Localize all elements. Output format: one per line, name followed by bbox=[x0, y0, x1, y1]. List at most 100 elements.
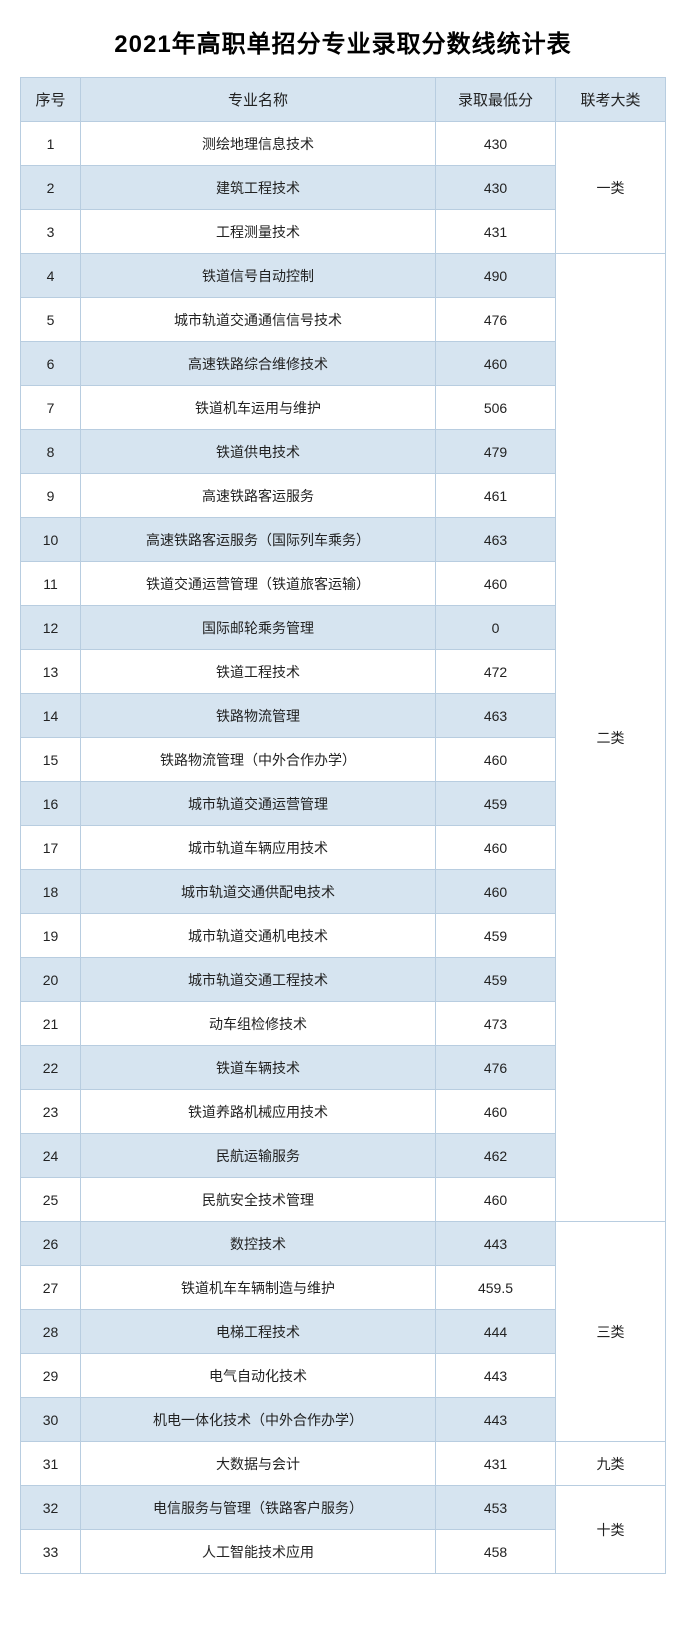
cell-name: 城市轨道交通通信信号技术 bbox=[81, 298, 436, 342]
cell-name: 数控技术 bbox=[81, 1222, 436, 1266]
header-score: 录取最低分 bbox=[436, 78, 556, 122]
cell-name: 铁道信号自动控制 bbox=[81, 254, 436, 298]
cell-name: 电梯工程技术 bbox=[81, 1310, 436, 1354]
cell-category: 十类 bbox=[556, 1486, 666, 1574]
cell-score: 463 bbox=[436, 694, 556, 738]
cell-idx: 4 bbox=[21, 254, 81, 298]
cell-score: 473 bbox=[436, 1002, 556, 1046]
cell-name: 城市轨道车辆应用技术 bbox=[81, 826, 436, 870]
cell-idx: 2 bbox=[21, 166, 81, 210]
cell-idx: 31 bbox=[21, 1442, 81, 1486]
cell-idx: 25 bbox=[21, 1178, 81, 1222]
cell-score: 443 bbox=[436, 1354, 556, 1398]
cell-name: 机电一体化技术（中外合作办学） bbox=[81, 1398, 436, 1442]
cell-idx: 9 bbox=[21, 474, 81, 518]
cell-score: 430 bbox=[436, 166, 556, 210]
cell-name: 动车组检修技术 bbox=[81, 1002, 436, 1046]
cell-idx: 7 bbox=[21, 386, 81, 430]
cell-name: 城市轨道交通运营管理 bbox=[81, 782, 436, 826]
cell-score: 460 bbox=[436, 342, 556, 386]
cell-name: 高速铁路综合维修技术 bbox=[81, 342, 436, 386]
cell-idx: 3 bbox=[21, 210, 81, 254]
cell-name: 人工智能技术应用 bbox=[81, 1530, 436, 1574]
cell-idx: 12 bbox=[21, 606, 81, 650]
cell-idx: 26 bbox=[21, 1222, 81, 1266]
cell-idx: 22 bbox=[21, 1046, 81, 1090]
cell-idx: 11 bbox=[21, 562, 81, 606]
cell-name: 铁道机车运用与维护 bbox=[81, 386, 436, 430]
cell-name: 城市轨道交通供配电技术 bbox=[81, 870, 436, 914]
cell-name: 工程测量技术 bbox=[81, 210, 436, 254]
cell-score: 479 bbox=[436, 430, 556, 474]
cell-idx: 32 bbox=[21, 1486, 81, 1530]
cell-idx: 5 bbox=[21, 298, 81, 342]
cell-idx: 1 bbox=[21, 122, 81, 166]
cell-name: 城市轨道交通机电技术 bbox=[81, 914, 436, 958]
cell-score: 476 bbox=[436, 1046, 556, 1090]
cell-name: 国际邮轮乘务管理 bbox=[81, 606, 436, 650]
cell-name: 电气自动化技术 bbox=[81, 1354, 436, 1398]
cell-score: 460 bbox=[436, 1178, 556, 1222]
cell-idx: 6 bbox=[21, 342, 81, 386]
cell-idx: 33 bbox=[21, 1530, 81, 1574]
cell-score: 443 bbox=[436, 1222, 556, 1266]
header-name: 专业名称 bbox=[81, 78, 436, 122]
cell-name: 民航安全技术管理 bbox=[81, 1178, 436, 1222]
cell-score: 476 bbox=[436, 298, 556, 342]
cell-score: 430 bbox=[436, 122, 556, 166]
page-title: 2021年高职单招分专业录取分数线统计表 bbox=[20, 10, 666, 77]
table-row: 26数控技术443三类 bbox=[21, 1222, 666, 1266]
cell-idx: 29 bbox=[21, 1354, 81, 1398]
table-header-row: 序号 专业名称 录取最低分 联考大类 bbox=[21, 78, 666, 122]
cell-score: 490 bbox=[436, 254, 556, 298]
cell-score: 444 bbox=[436, 1310, 556, 1354]
table-row: 31大数据与会计431九类 bbox=[21, 1442, 666, 1486]
cell-category: 一类 bbox=[556, 122, 666, 254]
cell-score: 460 bbox=[436, 870, 556, 914]
cell-idx: 19 bbox=[21, 914, 81, 958]
cell-idx: 23 bbox=[21, 1090, 81, 1134]
cell-score: 463 bbox=[436, 518, 556, 562]
cell-category: 九类 bbox=[556, 1442, 666, 1486]
cell-score: 461 bbox=[436, 474, 556, 518]
cell-score: 462 bbox=[436, 1134, 556, 1178]
cell-score: 0 bbox=[436, 606, 556, 650]
cell-idx: 10 bbox=[21, 518, 81, 562]
cell-idx: 15 bbox=[21, 738, 81, 782]
cell-name: 高速铁路客运服务 bbox=[81, 474, 436, 518]
cell-idx: 14 bbox=[21, 694, 81, 738]
header-idx: 序号 bbox=[21, 78, 81, 122]
cell-idx: 13 bbox=[21, 650, 81, 694]
cell-idx: 18 bbox=[21, 870, 81, 914]
cell-name: 测绘地理信息技术 bbox=[81, 122, 436, 166]
cell-name: 铁道工程技术 bbox=[81, 650, 436, 694]
cell-idx: 27 bbox=[21, 1266, 81, 1310]
cell-category: 三类 bbox=[556, 1222, 666, 1442]
cell-score: 459 bbox=[436, 958, 556, 1002]
cell-score: 460 bbox=[436, 738, 556, 782]
cell-score: 459.5 bbox=[436, 1266, 556, 1310]
cell-score: 460 bbox=[436, 1090, 556, 1134]
cell-score: 460 bbox=[436, 826, 556, 870]
cell-name: 电信服务与管理（铁路客户服务） bbox=[81, 1486, 436, 1530]
cell-idx: 20 bbox=[21, 958, 81, 1002]
cell-score: 431 bbox=[436, 210, 556, 254]
cell-category: 二类 bbox=[556, 254, 666, 1222]
cell-score: 431 bbox=[436, 1442, 556, 1486]
cell-name: 铁道交通运营管理（铁道旅客运输） bbox=[81, 562, 436, 606]
cell-score: 453 bbox=[436, 1486, 556, 1530]
cell-name: 建筑工程技术 bbox=[81, 166, 436, 210]
cell-name: 大数据与会计 bbox=[81, 1442, 436, 1486]
cell-name: 铁路物流管理（中外合作办学） bbox=[81, 738, 436, 782]
cell-name: 铁道供电技术 bbox=[81, 430, 436, 474]
cell-name: 民航运输服务 bbox=[81, 1134, 436, 1178]
cell-idx: 21 bbox=[21, 1002, 81, 1046]
table-row: 1测绘地理信息技术430一类 bbox=[21, 122, 666, 166]
cell-name: 铁道机车车辆制造与维护 bbox=[81, 1266, 436, 1310]
score-table: 序号 专业名称 录取最低分 联考大类 1测绘地理信息技术430一类2建筑工程技术… bbox=[20, 77, 666, 1574]
cell-score: 460 bbox=[436, 562, 556, 606]
cell-score: 459 bbox=[436, 914, 556, 958]
page-container: 2021年高职单招分专业录取分数线统计表 序号 专业名称 录取最低分 联考大类 … bbox=[0, 0, 686, 1584]
cell-score: 459 bbox=[436, 782, 556, 826]
cell-name: 铁道养路机械应用技术 bbox=[81, 1090, 436, 1134]
